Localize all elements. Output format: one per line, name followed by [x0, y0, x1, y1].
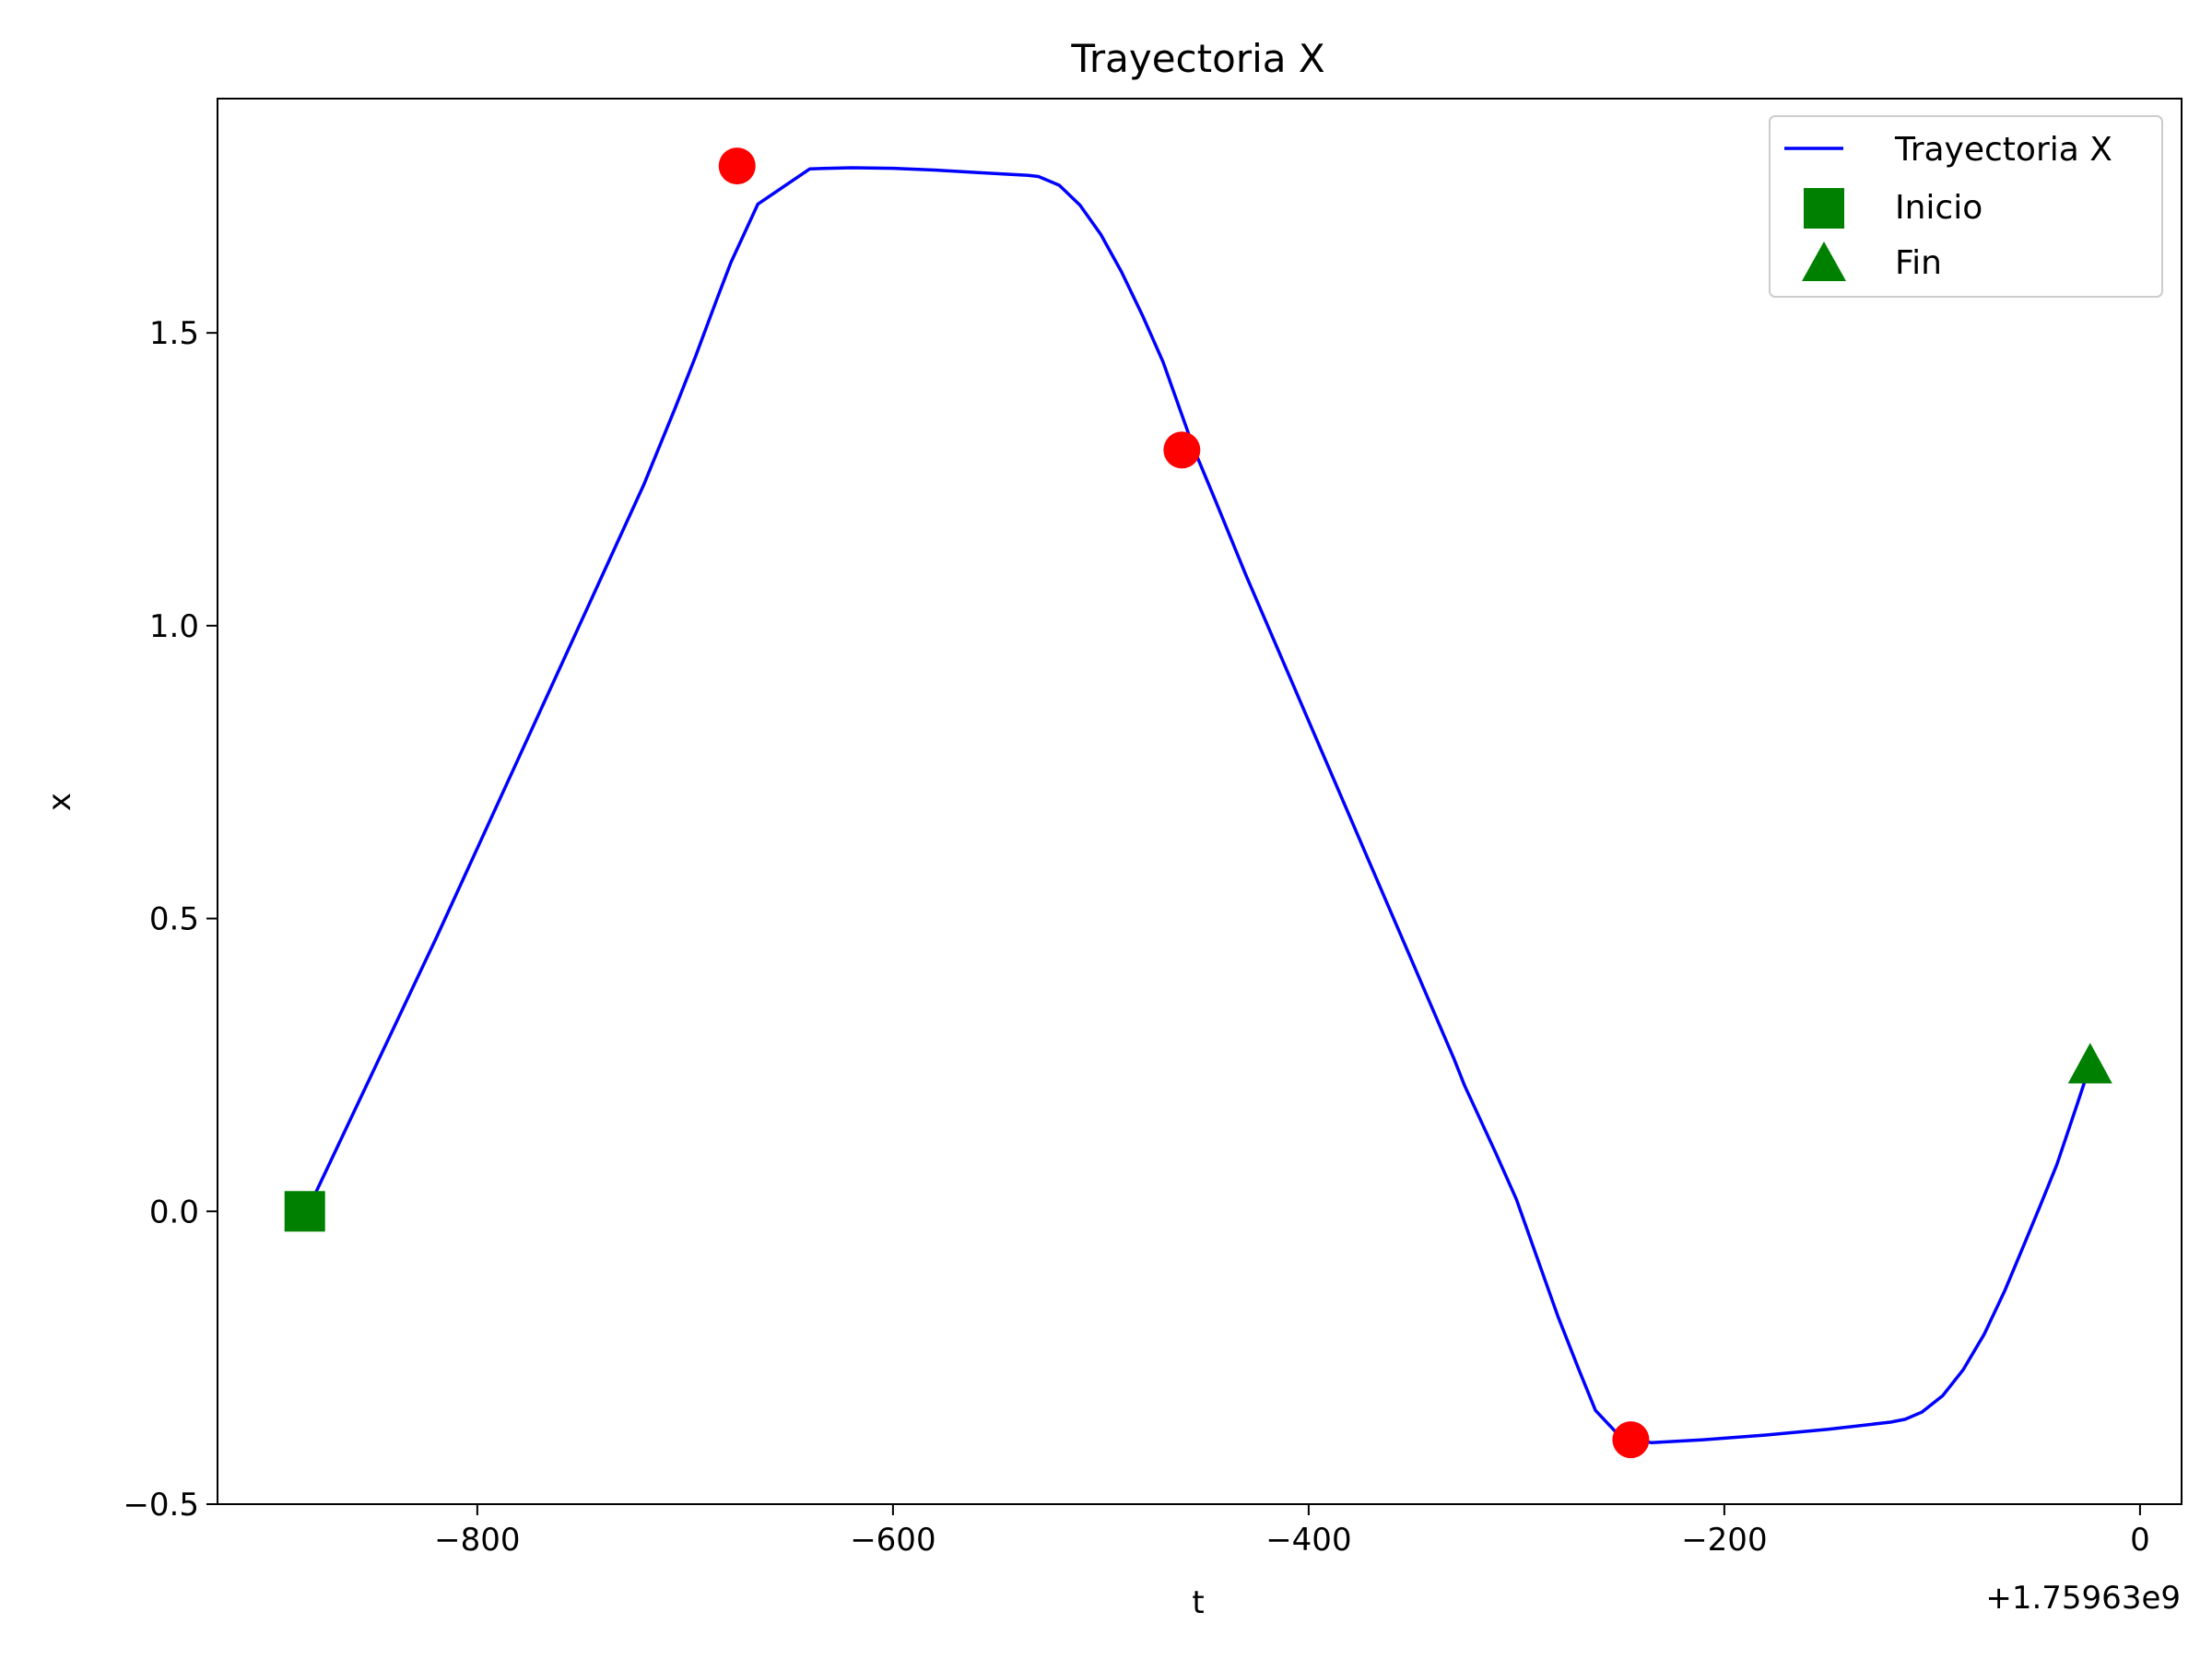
legend-label-trayectoria: Trayectoria X — [1894, 131, 2112, 169]
start-marker — [284, 1191, 325, 1232]
y-tick-label: 1.0 — [149, 608, 199, 645]
x-tick-label: −200 — [1681, 1522, 1767, 1559]
highlight-point — [718, 147, 756, 185]
y-tick-label: 1.5 — [149, 315, 199, 352]
x-tick-label: −400 — [1265, 1522, 1351, 1559]
y-tick-label: 0.5 — [149, 901, 199, 938]
plot-frame — [217, 98, 2183, 1505]
y-tick-label: −0.5 — [123, 1487, 199, 1524]
legend: Trayectoria X Inicio Fin — [1769, 115, 2163, 298]
x-tick-label: −800 — [434, 1522, 520, 1559]
axes: −800 −600 −400 −200 0 −0.5 0.0 0.5 1.0 1.5 — [123, 315, 2149, 1559]
plot-area — [284, 147, 2112, 1459]
x-tick-label: 0 — [2130, 1522, 2150, 1559]
legend-marker-fin — [1802, 241, 1846, 281]
legend-label-fin: Fin — [1895, 244, 1942, 282]
highlight-point — [1163, 431, 1201, 469]
legend-label-inicio: Inicio — [1895, 189, 1983, 227]
highlight-point — [1612, 1421, 1650, 1459]
x-axis-title: t — [1192, 1584, 1204, 1621]
series-line-trayectoria-x — [305, 166, 2092, 1445]
y-axis-title: x — [41, 793, 78, 811]
chart-title: Trayectoria X — [1070, 36, 1324, 81]
x-offset-label: +1.75963e9 — [1985, 1580, 2181, 1617]
end-marker — [2067, 1042, 2112, 1084]
legend-marker-inicio — [1804, 188, 1844, 229]
legend-frame — [1769, 115, 2163, 298]
y-tick-label: 0.0 — [149, 1194, 199, 1230]
x-tick-label: −600 — [850, 1522, 935, 1559]
